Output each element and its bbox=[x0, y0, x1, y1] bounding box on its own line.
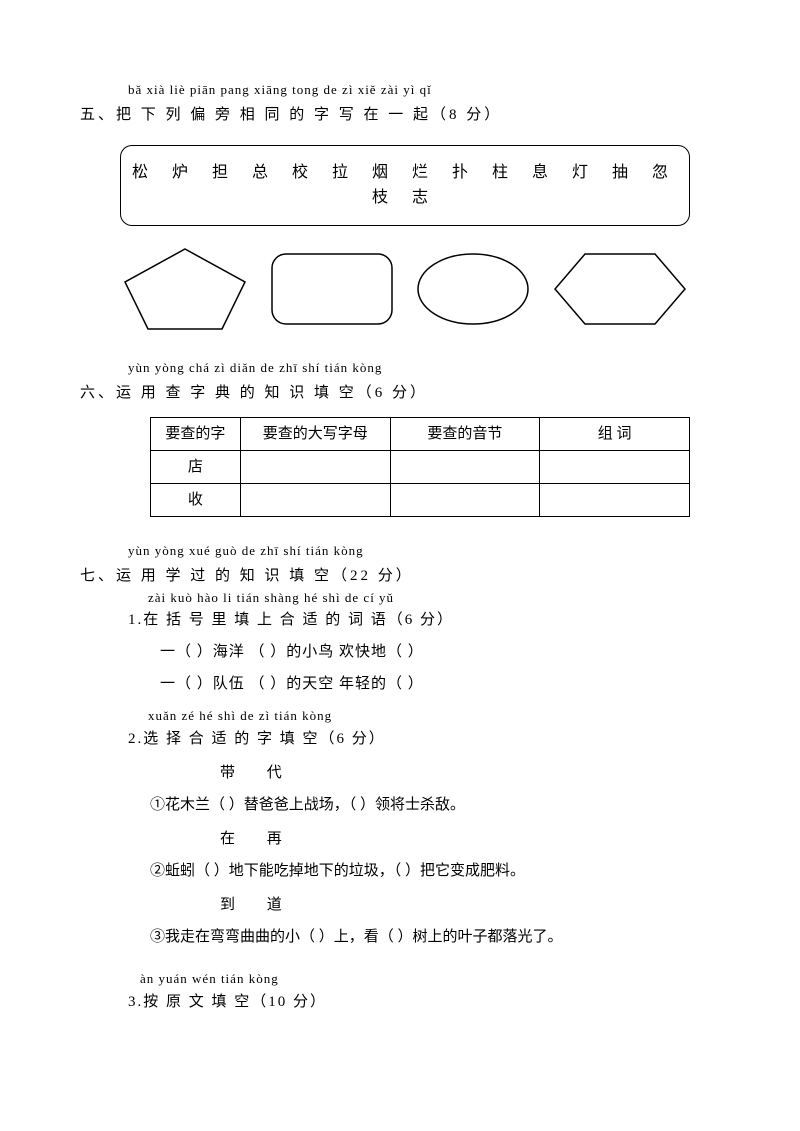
hexagon-shape bbox=[550, 249, 690, 329]
shapes-row bbox=[120, 244, 690, 334]
table-row: 店 bbox=[151, 450, 690, 483]
table-cell: 收 bbox=[151, 483, 241, 516]
section-5-pinyin: bǎ xià liè piān pang xiāng tong de zì xi… bbox=[128, 80, 720, 101]
sentence-line: ①花木兰（ ）替爸爸上战场，（ ）领将士杀敌。 bbox=[150, 793, 720, 817]
option-chars: 在 再 bbox=[220, 827, 720, 851]
table-cell bbox=[240, 450, 390, 483]
table-cell: 店 bbox=[151, 450, 241, 483]
fill-blank-line: 一（ ）队伍 （ ）的天空 年轻的（ ） bbox=[160, 672, 720, 696]
fill-blank-line: 一（ ）海洋 （ ）的小鸟 欢快地（ ） bbox=[160, 640, 720, 664]
section-6-pinyin: yùn yòng chá zì diǎn de zhī shí tián kòn… bbox=[128, 358, 720, 379]
section-7-2-heading: 2.选 择 合 适 的 字 填 空（6 分） bbox=[128, 727, 720, 751]
table-cell bbox=[390, 450, 540, 483]
table-cell bbox=[540, 450, 690, 483]
section-7-1-pinyin: zài kuò hào li tián shàng hé shì de cí y… bbox=[148, 588, 720, 609]
character-list-box: 松 炉 担 总 校 拉 烟 烂 扑 柱 息 灯 抽 忽 枝 志 bbox=[120, 145, 690, 226]
section-7-heading: 七、运 用 学 过 的 知 识 填 空（22 分） bbox=[80, 564, 720, 588]
section-5-heading: 五、把 下 列 偏 旁 相 同 的 字 写 在 一 起（8 分） bbox=[80, 103, 720, 127]
rounded-rect-shape bbox=[267, 249, 397, 329]
table-row: 收 bbox=[151, 483, 690, 516]
table-cell bbox=[390, 483, 540, 516]
sentence-line: ③我走在弯弯曲曲的小（ ）上，看（ ）树上的叶子都落光了。 bbox=[150, 925, 720, 949]
section-7: yùn yòng xué guò de zhī shí tián kòng 七、… bbox=[80, 541, 720, 1014]
table-header: 要查的字 bbox=[151, 417, 241, 450]
section-7-pinyin: yùn yòng xué guò de zhī shí tián kòng bbox=[128, 541, 720, 562]
option-chars: 带 代 bbox=[220, 761, 720, 785]
section-6: yùn yòng chá zì diǎn de zhī shí tián kòn… bbox=[80, 358, 720, 517]
section-7-1-heading: 1.在 括 号 里 填 上 合 适 的 词 语（6 分） bbox=[128, 608, 720, 632]
table-cell bbox=[240, 483, 390, 516]
section-7-3-pinyin: àn yuán wén tián kòng bbox=[140, 969, 720, 990]
table-cell bbox=[540, 483, 690, 516]
table-header: 要查的大写字母 bbox=[240, 417, 390, 450]
section-7-3-heading: 3.按 原 文 填 空（10 分） bbox=[128, 990, 720, 1014]
table-header: 要查的音节 bbox=[390, 417, 540, 450]
dictionary-table: 要查的字 要查的大写字母 要查的音节 组 词 店 收 bbox=[150, 417, 690, 517]
pentagon-shape bbox=[120, 244, 250, 334]
section-5: bǎ xià liè piān pang xiāng tong de zì xi… bbox=[80, 80, 720, 334]
table-header: 组 词 bbox=[540, 417, 690, 450]
ellipse-shape bbox=[413, 249, 533, 329]
option-chars: 到 道 bbox=[220, 893, 720, 917]
section-6-heading: 六、运 用 查 字 典 的 知 识 填 空（6 分） bbox=[80, 381, 720, 405]
table-header-row: 要查的字 要查的大写字母 要查的音节 组 词 bbox=[151, 417, 690, 450]
section-7-2-pinyin: xuǎn zé hé shì de zì tián kòng bbox=[148, 706, 720, 727]
sentence-line: ②蚯蚓（ ）地下能吃掉地下的垃圾，（ ）把它变成肥料。 bbox=[150, 859, 720, 883]
